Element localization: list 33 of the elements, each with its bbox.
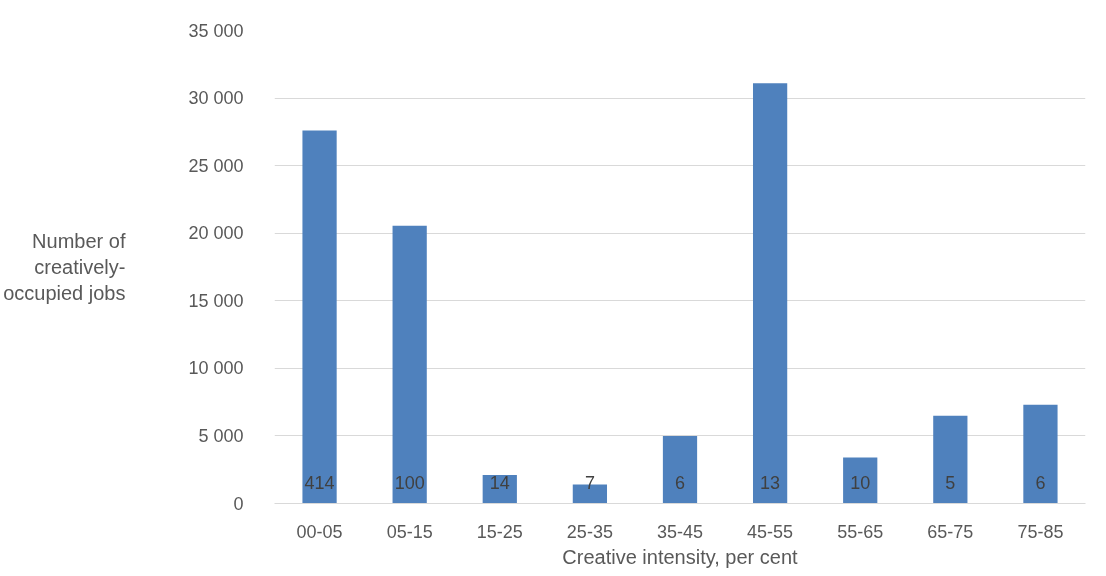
- x-tick-label: 05-15: [386, 521, 433, 542]
- x-tick-label: 35-45: [656, 521, 704, 542]
- y-tick-label: 15 000: [188, 290, 244, 311]
- annotation: 6: [1035, 472, 1046, 493]
- x-tick-label: 75-85: [1017, 521, 1064, 542]
- x-tick-label: 65-75: [927, 521, 974, 542]
- y-tick-label: 25 000: [188, 155, 244, 176]
- annotation: 414: [304, 472, 335, 493]
- x-tick-label: 15-25: [476, 521, 523, 542]
- x-tick-label: 00-05: [296, 521, 343, 542]
- y-tick-label: 20 000: [188, 223, 244, 244]
- annotation: 5: [945, 472, 956, 493]
- y-axis-title: Number of creatively-occupied jobs: [3, 229, 126, 305]
- y-tick-label: 0: [233, 493, 244, 514]
- annotation: 6: [674, 472, 686, 493]
- bar: [752, 83, 788, 504]
- annotation: 100: [394, 472, 425, 493]
- x-tick-label: 45-55: [747, 521, 794, 542]
- x-tick-label: 25-35: [566, 521, 613, 542]
- annotation: 14: [489, 472, 510, 493]
- bar: [1023, 404, 1058, 504]
- bar: [392, 225, 427, 504]
- bar: [662, 435, 698, 504]
- x-axis-title: Creative intensity, per cent: [562, 545, 799, 568]
- y-tick-label: 10 000: [188, 358, 244, 379]
- annotation: 13: [760, 472, 781, 493]
- x-tick-label: 55-65: [837, 521, 884, 542]
- y-tick-label: 5 000: [198, 425, 244, 446]
- bar: [302, 130, 337, 504]
- annotation: 10: [850, 472, 871, 493]
- y-tick-label: 35 000: [188, 20, 244, 41]
- y-tick-label: 30 000: [188, 88, 244, 109]
- bar: [933, 415, 968, 504]
